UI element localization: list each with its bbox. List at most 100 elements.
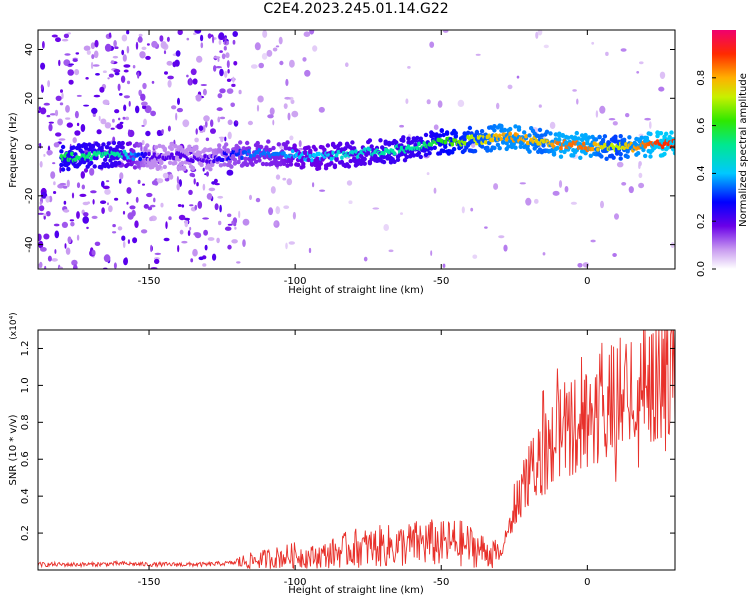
signal-halo (96, 142, 101, 148)
noise-speckle (64, 53, 71, 56)
noise-speckle (151, 40, 158, 48)
snr-y-multiplier: (x10⁴) (9, 312, 19, 339)
signal-halo (611, 155, 616, 160)
signal-halo (550, 139, 555, 144)
noise-speckle (226, 78, 232, 83)
signal-point (331, 150, 335, 155)
noise-speckle (221, 53, 226, 60)
noise-speckle (576, 98, 579, 105)
signal-halo (325, 143, 331, 148)
noise-speckle (145, 130, 151, 137)
noise-speckle (372, 207, 380, 210)
noise-speckle (206, 193, 213, 200)
noise-speckle (193, 178, 196, 185)
signal-point (329, 156, 334, 162)
noise-speckle (131, 209, 136, 217)
signal-halo (252, 156, 257, 161)
noise-speckle (89, 168, 95, 176)
noise-speckle (219, 116, 226, 120)
noise-speckle (202, 263, 207, 267)
noise-speckle (161, 129, 164, 135)
noise-speckle (107, 77, 110, 80)
signal-halo (636, 151, 641, 156)
noise-speckle (196, 182, 199, 187)
signal-halo (560, 133, 565, 138)
noise-speckle (117, 83, 121, 92)
noise-speckle (218, 39, 222, 45)
noise-speckle (114, 197, 119, 201)
noise-speckle (638, 172, 643, 179)
signal-point (594, 142, 598, 147)
signal-point (124, 152, 128, 157)
noise-speckle (91, 249, 96, 256)
signal-point (191, 158, 195, 164)
noise-speckle (290, 99, 295, 105)
noise-speckle (45, 195, 50, 203)
colorbar-tick-label: 0.6 (696, 118, 707, 134)
signal-halo (441, 148, 446, 154)
noise-speckle (224, 36, 227, 45)
noise-speckle (121, 34, 128, 42)
noise-speckle (61, 221, 68, 228)
y-tick-label: -40 (24, 236, 35, 252)
signal-point (487, 133, 492, 138)
noise-speckle (186, 37, 190, 41)
noise-speckle (537, 30, 543, 36)
noise-speckle (40, 62, 46, 70)
signal-halo (443, 144, 448, 149)
signal-halo (206, 163, 211, 169)
noise-speckle (288, 241, 295, 245)
noise-speckle (262, 30, 268, 38)
noise-speckle (121, 235, 126, 241)
noise-speckle (197, 200, 203, 209)
signal-point (310, 158, 314, 163)
noise-speckle (255, 197, 261, 203)
noise-speckle (138, 33, 143, 37)
noise-speckle (52, 162, 56, 165)
signal-halo (618, 134, 623, 139)
noise-speckle (620, 48, 627, 52)
signal-halo (250, 162, 255, 167)
signal-halo (367, 138, 373, 143)
noise-speckle (76, 234, 80, 241)
noise-speckle (595, 110, 599, 118)
noise-speckle (47, 255, 52, 262)
noise-speckle (160, 202, 164, 208)
signal-point (136, 152, 141, 157)
signal-halo (329, 160, 334, 166)
noise-speckle (227, 244, 232, 250)
signal-halo (557, 133, 562, 139)
noise-speckle (142, 82, 147, 90)
signal-point (622, 145, 626, 151)
signal-point (494, 133, 499, 138)
signal-halo (383, 139, 388, 144)
noise-speckle (242, 239, 246, 248)
noise-speckle (43, 213, 47, 217)
colorbar-ticks: 0.0 0.2 0.4 0.6 0.8 (696, 70, 716, 277)
noise-speckle (46, 149, 53, 156)
colorbar-tick-label: 0.4 (696, 165, 707, 181)
noise-speckle (63, 33, 69, 39)
noise-speckle (227, 131, 232, 140)
noise-speckle (194, 137, 199, 143)
noise-speckle (117, 226, 123, 231)
signal-halo (472, 148, 478, 154)
signal-point (170, 152, 174, 157)
noise-speckle (227, 119, 233, 126)
noise-speckle (39, 142, 42, 149)
noise-speckle (217, 57, 220, 62)
signal-halo (288, 162, 294, 167)
signal-halo (332, 164, 338, 170)
signal-halo (572, 136, 578, 141)
noise-speckle (65, 247, 71, 255)
noise-speckle (216, 107, 223, 112)
noise-speckle (638, 161, 642, 167)
noise-speckle (187, 230, 191, 237)
noise-speckle (90, 61, 94, 70)
signal-halo (295, 162, 301, 167)
noise-speckle (98, 115, 101, 121)
noise-speckle (388, 249, 394, 253)
noise-speckle (38, 233, 42, 241)
noise-speckle (318, 106, 325, 113)
noise-speckle (99, 86, 105, 93)
